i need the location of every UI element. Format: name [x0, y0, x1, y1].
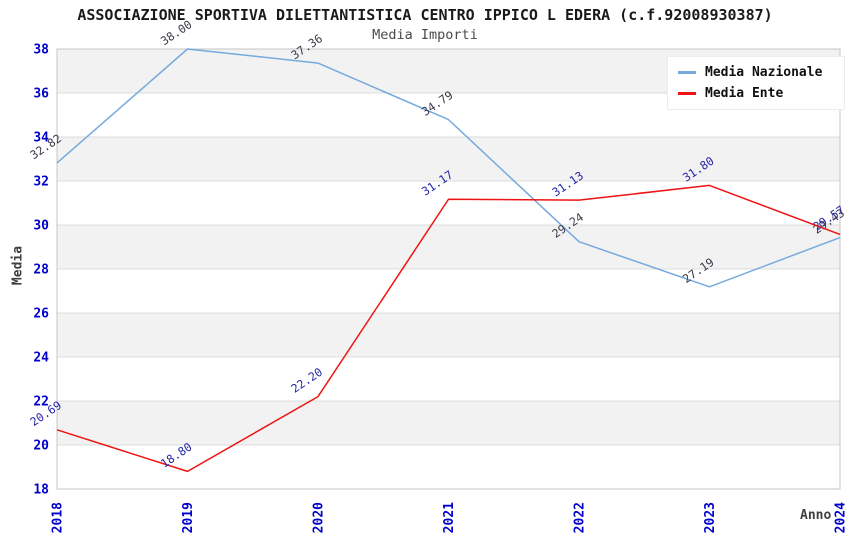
y-tick-label: 30	[33, 219, 49, 234]
y-tick-label: 38	[33, 43, 49, 58]
media-nazionale-point-label: 38.00	[158, 17, 195, 48]
x-axis-title: Anno	[800, 508, 832, 523]
chart-title: ASSOCIAZIONE SPORTIVA DILETTANTISTICA CE…	[77, 6, 773, 24]
x-tick-label: 2022	[573, 502, 588, 533]
x-tick-label: 2018	[51, 502, 66, 533]
legend-label: Media Ente	[705, 86, 784, 101]
legend-item-media-ente: Media Ente	[678, 83, 836, 104]
media-ente-line	[56, 184, 841, 473]
plot-border	[56, 48, 841, 490]
grid-band	[57, 137, 840, 181]
y-tick-label: 20	[33, 439, 49, 454]
media-ente-point-label: 22.20	[288, 365, 325, 396]
x-tick-label: 2020	[312, 502, 327, 533]
y-tick-label: 36	[33, 87, 49, 102]
grid-band	[57, 401, 840, 445]
legend: Media Nazionale Media Ente	[667, 56, 845, 110]
legend-item-media-nazionale: Media Nazionale	[678, 62, 836, 83]
y-tick-label: 26	[33, 307, 49, 322]
x-tick-label: 2023	[703, 502, 718, 533]
grid-band	[57, 225, 840, 269]
y-tick-label: 32	[33, 175, 49, 190]
x-tick-label: 2019	[181, 502, 196, 533]
y-axis-title: Media	[10, 245, 26, 286]
y-tick-label: 22	[33, 395, 49, 410]
y-tick-label: 28	[33, 263, 49, 278]
legend-label: Media Nazionale	[705, 65, 823, 80]
y-tick-label: 34	[33, 131, 49, 146]
media-ente-line-swatch-icon	[678, 92, 696, 95]
y-tick-label: 24	[33, 351, 49, 366]
grid-band	[57, 313, 840, 357]
x-tick-label: 2021	[442, 502, 457, 533]
chart-subtitle: Media Importi	[372, 27, 478, 43]
y-tick-label: 18	[33, 483, 49, 498]
media-nazionale-line	[56, 48, 841, 288]
x-tick-label: 2024	[834, 502, 849, 533]
media-nazionale-line-swatch-icon	[678, 71, 696, 74]
